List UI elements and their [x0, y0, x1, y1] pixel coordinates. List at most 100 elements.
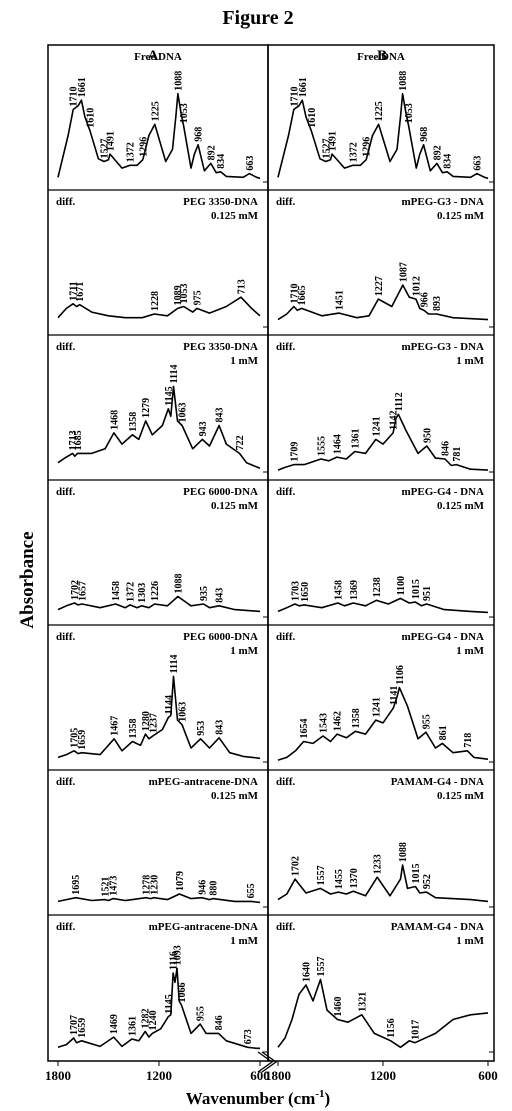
peak-label: 1458 [333, 580, 344, 600]
panel-label: Free DNA [134, 51, 182, 63]
peak-label: 1144 [164, 695, 175, 714]
peak-label: 1640 [302, 962, 313, 982]
x-tick-label: 600 [478, 1068, 498, 1083]
peak-label: 1710 [69, 87, 80, 107]
peak-label: 1116 [169, 951, 180, 970]
peak-label: 1707 [69, 1015, 80, 1035]
x-tick-label: 1800 [265, 1068, 291, 1083]
peak-label: 843 [215, 408, 226, 423]
y-axis-label: Absorbance [17, 531, 38, 628]
peak-label: 1710 [289, 87, 300, 107]
panel-label-concentration: 0.125 mM [211, 210, 259, 222]
panel-label-concentration: 0.125 mM [211, 790, 259, 802]
peak-label: 1225 [374, 101, 385, 121]
peak-label: 1087 [398, 262, 409, 282]
peak-label: 1521 [101, 877, 112, 897]
peak-label: 843 [215, 588, 226, 603]
spectrum-line [277, 978, 489, 1049]
diff-label: diff. [276, 341, 296, 353]
peak-label: 1240 [148, 1010, 159, 1030]
peak-label: 1089 [173, 285, 184, 305]
panel-label-concentration: 0.125 mM [437, 210, 485, 222]
spectrum-line [57, 893, 261, 904]
peak-label: 663 [473, 156, 484, 171]
peak-label: 846 [441, 441, 452, 456]
diff-label: diff. [276, 196, 296, 208]
spectrum-line [277, 686, 489, 761]
peak-label: 1473 [109, 876, 120, 896]
peak-label: 1237 [148, 713, 159, 733]
peak-label: 1093 [173, 945, 184, 965]
peak-label: 1464 [332, 434, 343, 454]
peak-label: 1296 [138, 137, 149, 157]
peak-label: 1226 [150, 581, 161, 601]
peak-label: 1100 [396, 576, 407, 595]
peak-label: 1358 [128, 412, 139, 432]
peak-label: 935 [199, 586, 210, 601]
spectrum-line [57, 675, 261, 760]
peak-label: 1543 [319, 713, 330, 733]
panel-label-concentration: 0.125 mM [437, 500, 485, 512]
panel-b-6: PAMAM-G4 - DNA 0.125 mM diff. 1702 1557 1455 1… [268, 769, 494, 908]
peak-label: 1369 [349, 580, 360, 600]
peak-label: 968 [419, 127, 430, 142]
peak-label: 1280 [141, 711, 152, 731]
peak-label: 966 [419, 292, 430, 307]
panel-label: mPEG-G3 - DNA [402, 196, 485, 208]
panel-label: PEG 3350-DNA [183, 341, 258, 353]
peak-label: 1527 [321, 139, 332, 159]
peak-label: 1241 [371, 416, 382, 436]
peak-label: 1282 [141, 1009, 152, 1029]
peak-label: 655 [246, 883, 257, 898]
peak-label: 1610 [86, 108, 97, 128]
panel-label-concentration: 1 mM [456, 355, 484, 367]
peak-label: 946 [197, 880, 208, 895]
panel-label: Free DNA [357, 51, 405, 63]
peak-label: 1066 [177, 983, 188, 1003]
peak-label: 975 [192, 290, 203, 305]
peak-label: 1703 [291, 581, 302, 601]
peak-label: 968 [194, 127, 205, 142]
peak-label: 834 [443, 154, 454, 169]
spectrum-line [57, 296, 261, 319]
panel-label: PEG 3350-DNA [183, 196, 258, 208]
peak-label: 1671 [75, 282, 86, 302]
peak-label: 1088 [398, 71, 409, 91]
peak-label: 713 [237, 279, 248, 294]
panel-label-concentration: 1 mM [230, 935, 258, 947]
diff-label: diff. [56, 776, 76, 788]
peak-label: 943 [198, 421, 209, 436]
peak-label: 1709 [289, 442, 300, 462]
peak-label: 1702 [291, 856, 302, 876]
peak-label: 1557 [316, 865, 327, 885]
peak-label: 1657 [78, 581, 89, 601]
peak-label: 1469 [109, 1014, 120, 1034]
peak-label: 1015 [411, 579, 422, 599]
axis-break-mark [257, 1051, 278, 1073]
peak-label: 1142 [389, 410, 400, 429]
spectrum-line [277, 284, 489, 321]
peak-label: 1278 [141, 875, 152, 895]
x-axis-label: Wavenumber (cm-1) [186, 1088, 330, 1108]
diff-label: diff. [56, 921, 76, 933]
peak-label: 1451 [335, 290, 346, 310]
panel-label-concentration: 1 mM [456, 935, 484, 947]
peak-label: 1296 [362, 137, 373, 157]
peak-label: 1321 [357, 992, 368, 1012]
peak-label: 955 [421, 714, 432, 729]
peak-label: 1665 [297, 285, 308, 305]
panel-label-concentration: 0.125 mM [437, 790, 485, 802]
peak-label: 1114 [169, 364, 180, 383]
peak-label: 1705 [70, 728, 81, 748]
peak-label: 1228 [150, 291, 161, 311]
peak-label: 1491 [106, 131, 117, 151]
peak-label: 1063 [178, 702, 189, 722]
peak-label: 1455 [334, 869, 345, 889]
peak-label: 722 [235, 435, 246, 450]
